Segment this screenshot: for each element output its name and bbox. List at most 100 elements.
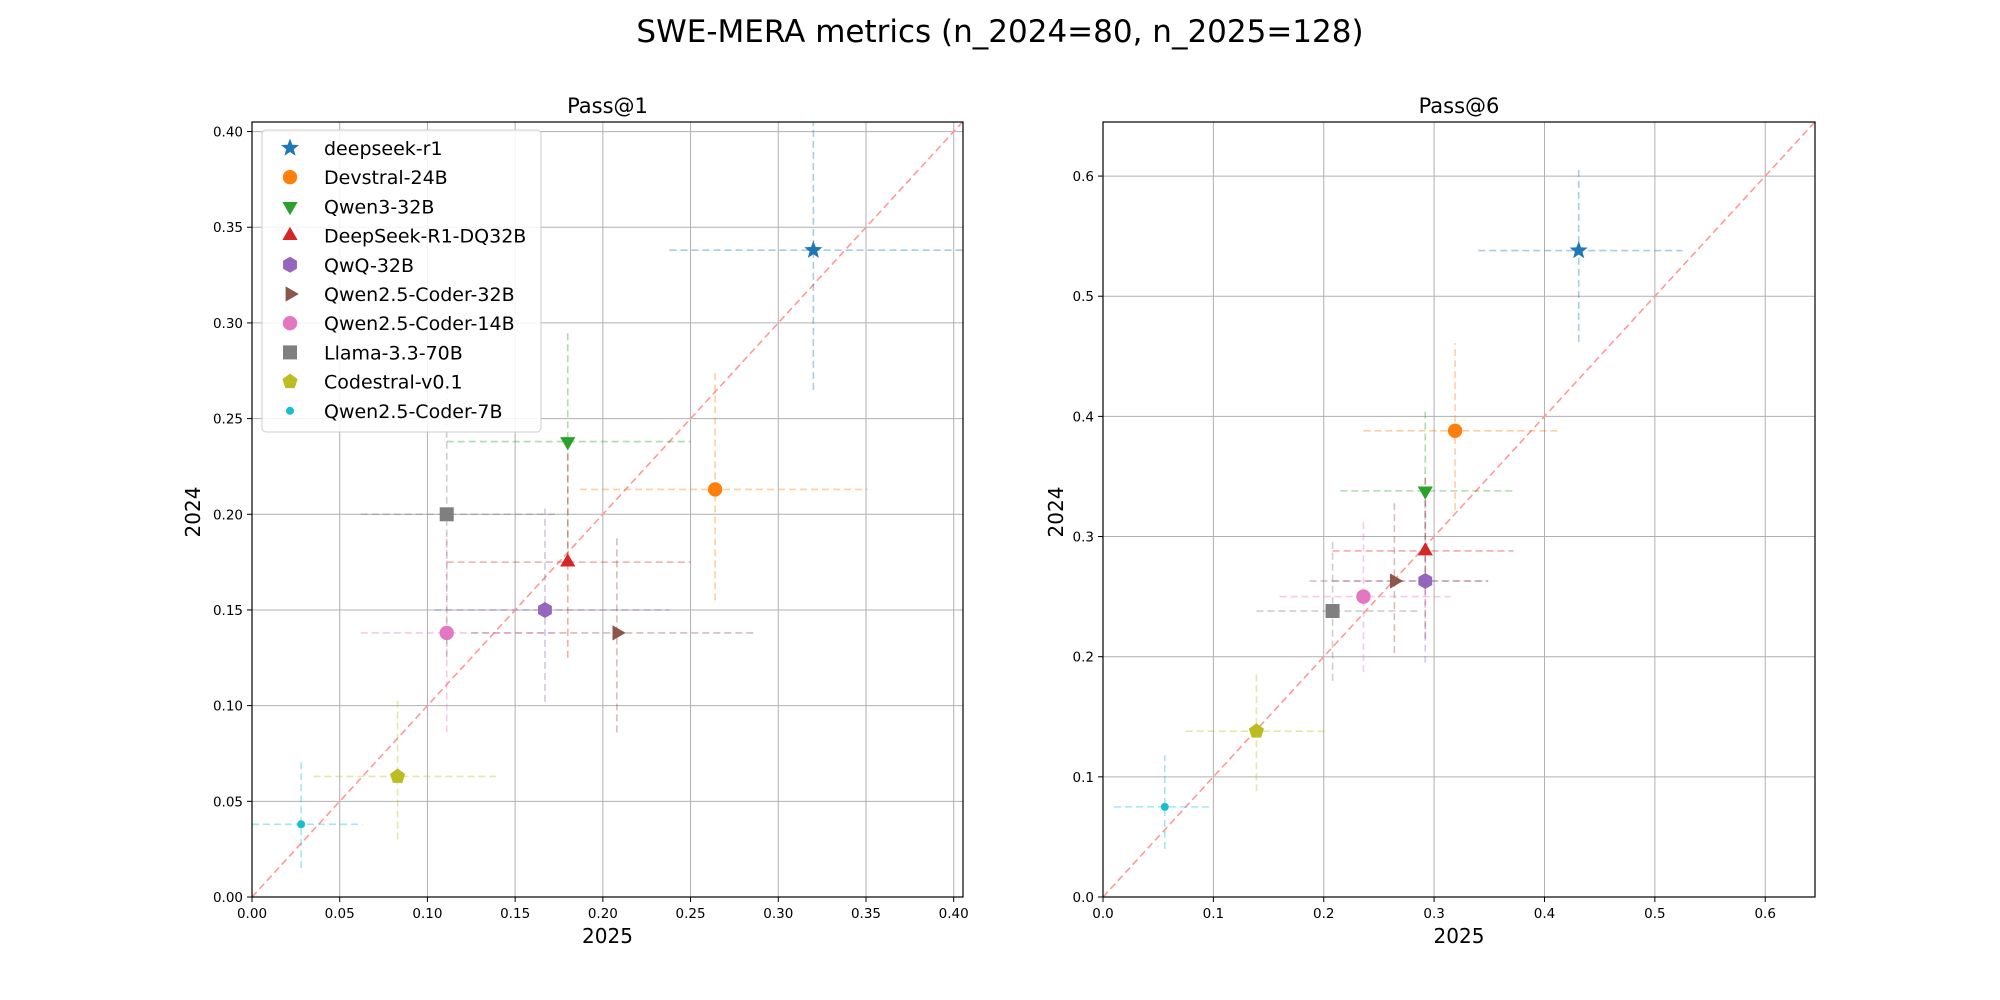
pass-1-xtick-label: 0.05 bbox=[325, 906, 355, 922]
pass-1-xtick-label: 0.35 bbox=[851, 906, 881, 922]
legend-label-qwen2-5-coder-7b: Qwen2.5-Coder-7B bbox=[324, 401, 503, 423]
legend-marker-qwen2-5-coder-7b bbox=[286, 406, 294, 415]
pass-1-point-qwq-32b bbox=[434, 508, 670, 702]
pass-6-ytick-label: 0.2 bbox=[1073, 650, 1094, 666]
pass-1-point-qwen2-5-coder-7b bbox=[252, 761, 363, 869]
pass-1-ytick-label: 0.35 bbox=[213, 220, 243, 236]
pass-1-marker-llama-3-3-70b bbox=[439, 507, 454, 522]
legend-label-qwen3-32b: Qwen3-32B bbox=[324, 196, 434, 218]
legend-entry-qwen2-5-coder-32b: Qwen2.5-Coder-32B bbox=[285, 284, 515, 306]
pass-1-marker-deepseek-r1 bbox=[804, 240, 823, 258]
pass-6-xtick-label: 0.5 bbox=[1644, 906, 1665, 922]
legend-marker-llama-3-3-70b bbox=[283, 345, 297, 360]
pass-1-marker-devstral-24b bbox=[707, 482, 723, 497]
pass-6-ytick-label: 0.6 bbox=[1073, 169, 1094, 185]
pass-6-marker-deepseek-r1 bbox=[1569, 241, 1588, 259]
pass-1-ytick-label: 0.25 bbox=[213, 412, 243, 428]
pass-1-xtick-label: 0.10 bbox=[412, 906, 442, 922]
pass-6-axes-frame bbox=[1102, 121, 1816, 898]
pass-6-xtick-label: 0.1 bbox=[1203, 906, 1224, 922]
pass-1-xtick-label: 0.25 bbox=[676, 906, 706, 922]
pass-1-marker-codestral-v0-1 bbox=[389, 768, 406, 783]
pass-6-xtick-label: 0.6 bbox=[1754, 906, 1775, 922]
pass-6-marker-codestral-v0-1 bbox=[1248, 723, 1265, 738]
pass-6-xtick-label: 0.3 bbox=[1423, 906, 1444, 922]
legend-label-devstral-24b: Devstral-24B bbox=[324, 167, 448, 189]
pass-6-marker-qwen2-5-coder-7b bbox=[1160, 802, 1169, 811]
pass-6-point-devstral-24b bbox=[1363, 343, 1559, 511]
legend-entry-codestral-v0-1: Codestral-v0.1 bbox=[282, 372, 463, 394]
pass-6-ytick-label: 0.0 bbox=[1073, 890, 1094, 906]
legend-label-deepseek-r1: deepseek-r1 bbox=[324, 138, 443, 160]
pass-1-axes-frame bbox=[251, 121, 964, 898]
legend-marker-qwq-32b bbox=[283, 256, 297, 273]
legend-label-deepseek-r1-dq32b: DeepSeek-R1-DQ32B bbox=[324, 226, 526, 248]
legend-marker-devstral-24b bbox=[282, 170, 298, 185]
pass-6-marker-qwq-32b bbox=[1418, 572, 1433, 589]
legend-label-llama-3-3-70b: Llama-3.3-70B bbox=[324, 342, 463, 364]
pass-6-ytick-label: 0.1 bbox=[1073, 770, 1094, 786]
legend-label-qwq-32b: QwQ-32B bbox=[324, 255, 414, 277]
pass-6-point-qwen2-5-coder-32b bbox=[1309, 501, 1489, 654]
pass-6-point-qwen2-5-coder-7b bbox=[1114, 755, 1214, 849]
pass-6-marker-devstral-24b bbox=[1447, 423, 1463, 438]
pass-1-marker-qwq-32b bbox=[538, 601, 552, 618]
legend-label-codestral-v0-1: Codestral-v0.1 bbox=[324, 372, 463, 394]
pass-6-point-deepseek-r1-dq32b bbox=[1332, 472, 1514, 639]
pass-1-ytick-label: 0.30 bbox=[213, 316, 243, 332]
legend-entry-llama-3-3-70b: Llama-3.3-70B bbox=[283, 342, 463, 364]
pass-1-marker-qwen2-5-coder-14b bbox=[439, 625, 454, 641]
pass-6-xtick-label: 0.4 bbox=[1534, 906, 1555, 922]
legend-marker-deepseek-r1-dq32b bbox=[282, 226, 298, 240]
figure-title: SWE-MERA metrics (n_2024=80, n_2025=128) bbox=[636, 14, 1363, 50]
pass-6-xtick-label: 0.0 bbox=[1092, 906, 1113, 922]
pass-1-point-deepseek-r1-dq32b bbox=[446, 441, 691, 658]
pass-6-xtick-label: 0.2 bbox=[1313, 906, 1334, 922]
legend-marker-deepseek-r1 bbox=[280, 138, 300, 156]
pass-at-6-ylabel: 2024 bbox=[1044, 487, 1068, 538]
pass-1-marker-deepseek-r1-dq32b bbox=[560, 553, 576, 567]
pass-1-marker-qwen3-32b bbox=[560, 437, 576, 451]
pass-6-marker-qwen2-5-coder-32b bbox=[1389, 573, 1404, 589]
legend-entry-qwq-32b: QwQ-32B bbox=[283, 255, 414, 277]
legend-label-qwen2-5-coder-32b: Qwen2.5-Coder-32B bbox=[324, 284, 515, 306]
pass-1-marker-qwen2-5-coder-32b bbox=[612, 625, 626, 641]
pass-at-1-xlabel: 2025 bbox=[582, 924, 633, 948]
pass-1-point-codestral-v0-1 bbox=[313, 699, 496, 840]
pass-1-xtick-label: 0.15 bbox=[500, 906, 530, 922]
legend-entry-deepseek-r1: deepseek-r1 bbox=[280, 138, 443, 160]
pass-at-6-panel: Pass@6 2025 2024 0.0 0.1 0.2 0.3 0.4 0.5 0.6 0.… bbox=[1044, 94, 1816, 948]
pass-1-ytick-label: 0.05 bbox=[213, 794, 243, 810]
pass-1-point-qwen2-5-coder-32b bbox=[471, 537, 758, 733]
legend-entry-qwen3-32b: Qwen3-32B bbox=[282, 196, 434, 218]
pass-6-point-qwen2-5-coder-14b bbox=[1279, 520, 1451, 673]
pass-1-ytick-label: 0.20 bbox=[213, 507, 243, 523]
legend-marker-codestral-v0-1 bbox=[282, 373, 298, 389]
pass-6-marker-llama-3-3-70b bbox=[1325, 604, 1340, 619]
pass-at-6-title: Pass@6 bbox=[1419, 94, 1500, 118]
legend-entry-qwen2-5-coder-7b: Qwen2.5-Coder-7B bbox=[286, 401, 503, 423]
legend-box bbox=[261, 129, 542, 433]
pass-1-ytick-label: 0.00 bbox=[213, 890, 243, 906]
pass-6-marker-deepseek-r1-dq32b bbox=[1417, 542, 1433, 556]
legend-label-qwen2-5-coder-14b: Qwen2.5-Coder-14B bbox=[324, 313, 515, 335]
pass-6-point-qwq-32b bbox=[1332, 492, 1489, 663]
pass-at-1-ylabel: 2024 bbox=[181, 487, 205, 538]
pass-1-xtick-label: 0.20 bbox=[588, 906, 618, 922]
pass-6-diagonal-line bbox=[1102, 121, 1816, 898]
legend-marker-qwen2-5-coder-32b bbox=[285, 286, 299, 302]
legend-entry-devstral-24b: Devstral-24B bbox=[282, 167, 448, 189]
pass-1-ytick-label: 0.15 bbox=[213, 603, 243, 619]
pass-1-xtick-label: 0.40 bbox=[939, 906, 969, 922]
pass-1-xtick-label: 0.00 bbox=[237, 906, 267, 922]
pass-1-point-deepseek-r1 bbox=[669, 122, 963, 390]
pass-1-point-devstral-24b bbox=[580, 370, 868, 601]
pass-1-ytick-label: 0.10 bbox=[213, 699, 243, 715]
pass-1-xtick-label: 0.30 bbox=[763, 906, 793, 922]
pass-6-ytick-label: 0.3 bbox=[1073, 530, 1094, 546]
pass-6-marker-qwen3-32b bbox=[1417, 486, 1433, 500]
legend-entry-qwen2-5-coder-14b: Qwen2.5-Coder-14B bbox=[282, 313, 515, 335]
pass-6-marker-qwen2-5-coder-14b bbox=[1356, 589, 1371, 604]
pass-6-ytick-label: 0.5 bbox=[1073, 289, 1094, 305]
